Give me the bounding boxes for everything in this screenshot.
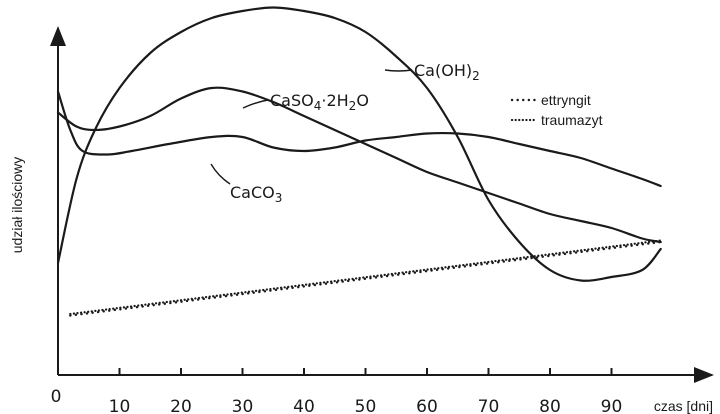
caso4-label-sub2: 2 xyxy=(349,99,357,113)
legend-item-ettryngit: ettryngit xyxy=(510,92,591,108)
caoh2-label-main: Ca(OH) xyxy=(414,61,472,80)
series-line-2 xyxy=(56,90,662,188)
caco3-leader xyxy=(210,163,231,185)
x-tick-label: 40 xyxy=(293,397,315,414)
series-label-caco3: CaCO3 xyxy=(210,163,282,205)
x-tick-label: 50 xyxy=(355,397,377,414)
legend-item-traumazyt: traumazyt xyxy=(510,112,603,128)
caso4-label-part2: ·2H xyxy=(321,91,348,110)
x-axis-label: czas [dni] xyxy=(654,398,713,414)
x-tick-label: 70 xyxy=(478,397,500,414)
x-tick-label: 30 xyxy=(232,397,254,414)
x-tick-label: 60 xyxy=(416,397,438,414)
caso4-leader xyxy=(242,99,269,109)
series-label-caoh2: Ca(OH)2 xyxy=(384,61,480,83)
caoh2-leader xyxy=(384,69,413,72)
x-tick-label: 0 xyxy=(51,387,62,407)
svg-text:CaCO3: CaCO3 xyxy=(230,183,282,205)
x-tick-label: 90 xyxy=(601,397,623,414)
svg-text:CaSO4·2H2O: CaSO4·2H2O xyxy=(270,91,369,113)
plot-area xyxy=(56,6,662,317)
caso4-label-part1: CaSO xyxy=(270,91,314,110)
caco3-label-main: CaCO xyxy=(230,183,275,202)
caso4-label-sub1: 4 xyxy=(314,99,322,113)
legend: ettryngit traumazyt xyxy=(510,92,603,128)
svg-text:Ca(OH)2: Ca(OH)2 xyxy=(414,61,480,83)
legend-label-ettryngit: ettryngit xyxy=(541,92,591,108)
y-axis-label: udział ilościowy xyxy=(9,157,25,253)
x-tick-label: 20 xyxy=(170,397,192,414)
caco3-label-sub: 3 xyxy=(275,191,283,205)
series-line-1 xyxy=(56,86,662,244)
x-tick-label: 80 xyxy=(539,397,561,414)
legend-label-traumazyt: traumazyt xyxy=(541,112,603,128)
x-ticks: 0 10 20 30 40 50 60 70 80 90 xyxy=(51,368,623,414)
curves xyxy=(56,6,662,317)
caso4-label-part3: O xyxy=(356,91,369,110)
series-line-4 xyxy=(69,239,662,316)
series-line-3 xyxy=(69,240,662,317)
series-label-caso4: CaSO4·2H2O xyxy=(242,91,369,113)
caoh2-label-sub: 2 xyxy=(472,69,480,83)
x-tick-label: 10 xyxy=(109,397,131,414)
series-line-0 xyxy=(56,6,662,282)
